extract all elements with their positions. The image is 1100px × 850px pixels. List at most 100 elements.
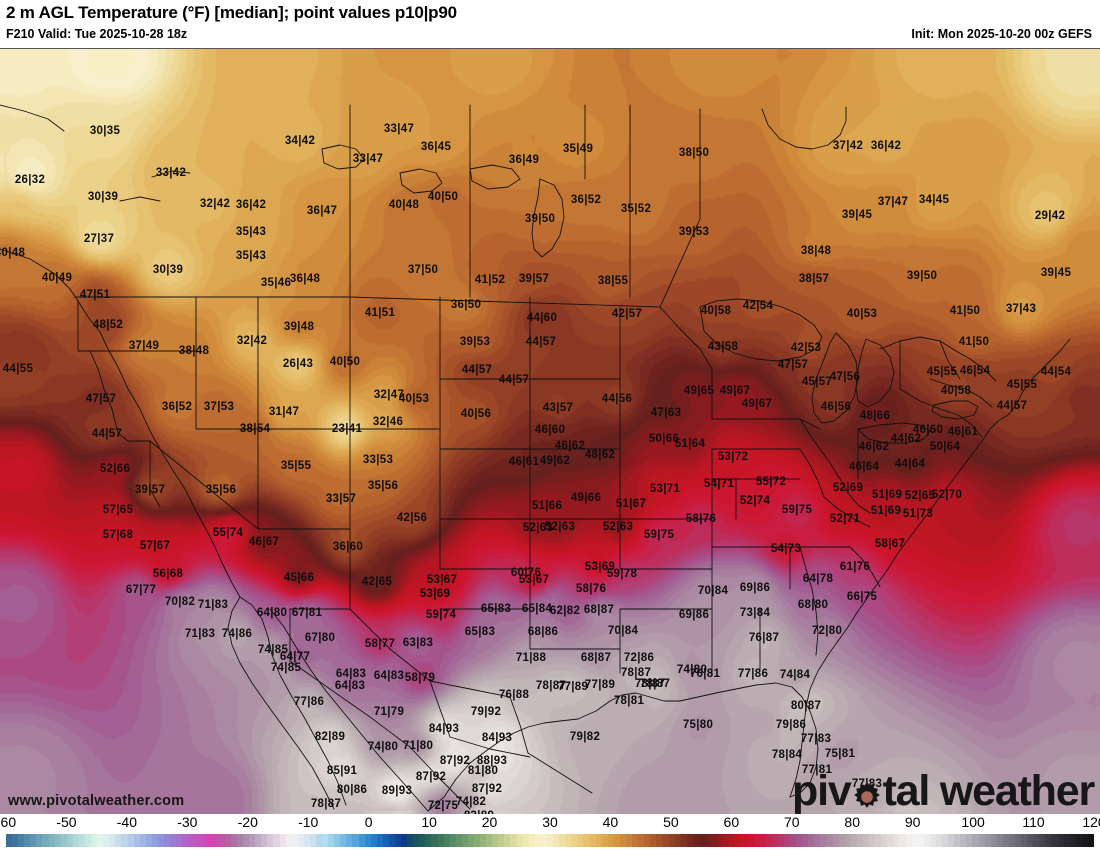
point-value-label: 51|69 xyxy=(871,489,903,501)
point-value-label: 64|83 xyxy=(334,680,366,692)
point-value-label: 39|53 xyxy=(459,336,491,348)
point-value-label: 71|88 xyxy=(515,652,547,664)
colorbar[interactable]: -60 -50 -40 -30 -20 -10 0 10 20 30 40 50 60 70 80 90 100… xyxy=(0,814,1100,850)
point-value-label: 44|60 xyxy=(526,312,558,324)
point-value-label: 48|66 xyxy=(859,410,891,422)
colorbar-swatch xyxy=(474,834,481,847)
point-value-label: 50|66 xyxy=(648,433,680,445)
point-value-label: 35|46 xyxy=(260,277,292,289)
colorbar-gradient-strip[interactable] xyxy=(6,834,1094,847)
point-value-label: 49|65 xyxy=(683,385,715,397)
point-value-label: 54|71 xyxy=(703,478,735,490)
point-value-label: 40|56 xyxy=(460,408,492,420)
point-value-label: 76|88 xyxy=(498,689,530,701)
point-value-label: 40|53 xyxy=(846,308,878,320)
map-container[interactable]: 26|32 30|35 30|39 27|37 40|48 40|49 47|51 48|52… xyxy=(0,48,1100,815)
point-value-label: 36|42 xyxy=(235,199,267,211)
point-value-label: 43|58 xyxy=(707,341,739,353)
point-value-label: 40|53 xyxy=(398,393,430,405)
colorbar-swatch xyxy=(613,834,620,847)
point-value-label: 64|78 xyxy=(802,573,834,585)
point-value-label: 62|82 xyxy=(549,605,581,617)
point-value-label: 35|56 xyxy=(205,484,237,496)
colorbar-swatch xyxy=(528,834,535,847)
colorbar-swatch xyxy=(291,834,298,847)
colorbar-swatch xyxy=(935,834,943,847)
point-value-label: 36|60 xyxy=(332,541,364,553)
colorbar-swatch xyxy=(151,834,158,847)
point-value-label: 78|84 xyxy=(771,749,803,761)
colorbar-swatch xyxy=(449,834,456,847)
point-value-label: 77|89 xyxy=(557,681,589,693)
point-value-label: 54|73 xyxy=(770,543,802,555)
colorbar-tick: 60 xyxy=(723,814,740,830)
point-value-label: 74|80 xyxy=(676,664,708,676)
colorbar-swatch xyxy=(571,834,578,847)
point-value-label: 60|76 xyxy=(510,567,542,579)
colorbar-swatch xyxy=(273,834,280,847)
point-value-label: 51|64 xyxy=(674,438,706,450)
colorbar-swatch xyxy=(267,834,274,847)
colorbar-swatch xyxy=(577,834,584,847)
colorbar-swatch xyxy=(796,834,803,847)
colorbar-swatch xyxy=(382,834,389,847)
point-value-label: 38|55 xyxy=(597,275,629,287)
point-value-label: 81|80 xyxy=(467,765,499,777)
point-value-label: 70|84 xyxy=(697,585,729,597)
colorbar-swatch xyxy=(516,834,523,847)
point-value-label: 42|65 xyxy=(361,576,393,588)
colorbar-swatch xyxy=(753,834,760,847)
colorbar-swatch xyxy=(784,834,791,847)
colorbar-swatch xyxy=(832,834,839,847)
site-url-watermark: www.pivotalweather.com xyxy=(8,793,185,809)
colorbar-tick: 90 xyxy=(904,814,921,830)
point-value-label: 58|76 xyxy=(685,513,717,525)
colorbar-swatch xyxy=(249,834,256,847)
point-value-label: 57|68 xyxy=(102,529,134,541)
point-value-label: 68|87 xyxy=(583,604,615,616)
colorbar-swatch xyxy=(66,834,73,847)
point-value-label: 27|37 xyxy=(83,233,115,245)
colorbar-swatch xyxy=(625,834,633,847)
colorbar-swatch xyxy=(109,834,116,847)
colorbar-swatch xyxy=(352,834,359,847)
colorbar-swatch xyxy=(984,834,991,847)
point-value-label: 49|62 xyxy=(539,455,571,467)
colorbar-swatch xyxy=(36,834,43,847)
point-value-label: 41|52 xyxy=(474,274,506,286)
colorbar-swatch xyxy=(370,834,377,847)
colorbar-swatch xyxy=(467,834,475,847)
colorbar-swatch xyxy=(954,834,961,847)
colorbar-swatch xyxy=(164,834,171,847)
point-value-label: 46|60 xyxy=(912,424,944,436)
point-value-label: 67|81 xyxy=(291,607,323,619)
colorbar-swatch xyxy=(875,834,882,847)
point-value-label: 37|42 xyxy=(832,140,864,152)
point-value-label: 56|68 xyxy=(152,568,184,580)
point-value-label: 36|50 xyxy=(450,299,482,311)
colorbar-swatch xyxy=(255,834,262,847)
point-value-label: 49|67 xyxy=(741,398,773,410)
colorbar-swatch xyxy=(1027,834,1034,847)
colorbar-swatch xyxy=(923,834,930,847)
colorbar-swatch xyxy=(1002,834,1009,847)
colorbar-swatch xyxy=(978,834,985,847)
colorbar-swatch xyxy=(42,834,49,847)
point-value-label: 38|54 xyxy=(239,423,271,435)
point-value-label: 71|83 xyxy=(197,599,229,611)
point-value-label: 35|49 xyxy=(562,143,594,155)
point-value-label: 40|50 xyxy=(329,356,361,368)
point-value-label: 58|76 xyxy=(575,583,607,595)
colorbar-swatch xyxy=(1021,834,1028,847)
point-value-label: 36|52 xyxy=(161,401,193,413)
point-value-label: 44|54 xyxy=(1040,366,1072,378)
colorbar-swatch xyxy=(698,834,705,847)
colorbar-swatch xyxy=(498,834,505,847)
colorbar-swatch xyxy=(942,834,949,847)
colorbar-swatch xyxy=(139,834,146,847)
point-value-label: 36|49 xyxy=(508,154,540,166)
point-value-label: 71|79 xyxy=(373,706,405,718)
point-value-label: 45|66 xyxy=(283,572,315,584)
point-value-label: 69|86 xyxy=(739,582,771,594)
colorbar-swatch xyxy=(546,834,554,847)
